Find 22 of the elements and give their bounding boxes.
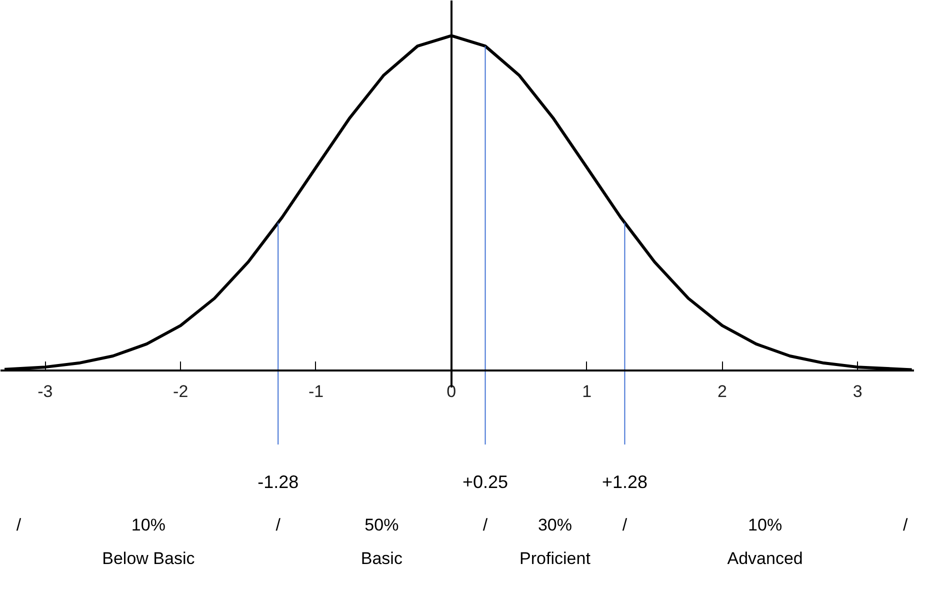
text: / [903, 515, 908, 534]
x-tick-label: 1 [582, 382, 592, 401]
x-tick-label: -3 [38, 382, 53, 401]
text: Basic [360, 548, 403, 568]
text: Below Basic [102, 548, 196, 568]
ref-line-label: +0.25 [462, 472, 508, 492]
x-tick-label: 3 [852, 382, 862, 401]
text: Proficient [520, 548, 591, 568]
text: / [276, 515, 281, 534]
ref-line-label: -1.28 [258, 472, 299, 492]
x-tick-label: 2 [717, 382, 727, 401]
text: Advanced [727, 548, 803, 568]
text: / [622, 515, 628, 534]
text: 10% [748, 515, 782, 534]
text: 10% [131, 515, 166, 534]
text: / [16, 515, 22, 534]
text: 50% [364, 515, 399, 534]
x-tick-label: -2 [173, 382, 188, 401]
x-tick-label: -1 [308, 382, 324, 401]
text: 30% [538, 515, 572, 534]
text: / [482, 515, 488, 534]
ref-line-label: +1.28 [602, 472, 648, 492]
